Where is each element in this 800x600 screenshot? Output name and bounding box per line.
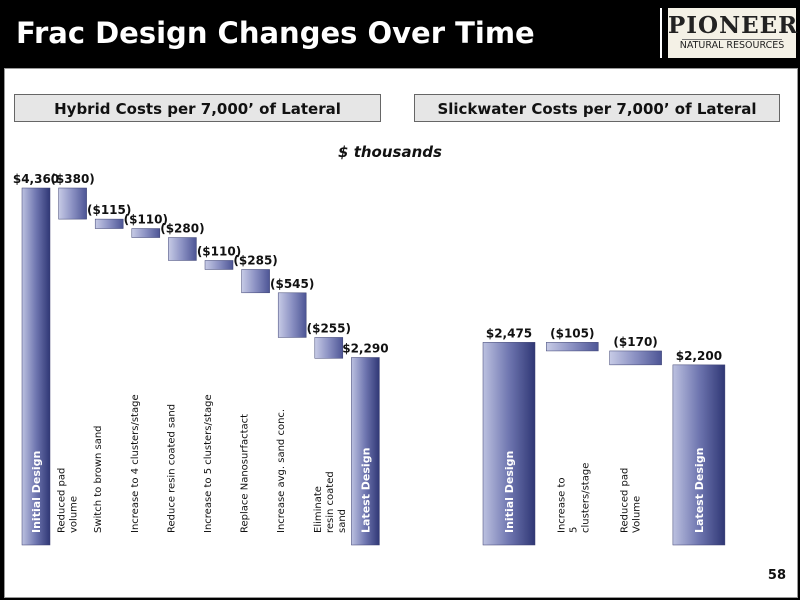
- hybrid-header: Hybrid Costs per 7,000’ of Lateral: [14, 94, 381, 122]
- slickwater-value-label-1: ($105): [550, 326, 594, 340]
- hybrid-category-label-4: Reduce resin coated sand: [166, 404, 177, 533]
- hybrid-value-label-7: ($545): [270, 277, 314, 291]
- slickwater-bar-0: [482, 342, 536, 546]
- hybrid-value-label-3: ($110): [124, 213, 168, 227]
- hybrid-category-label-1: Reduced padvolume: [57, 468, 80, 533]
- hybrid-category-label-6: Replace Nanosurfactact: [240, 414, 251, 533]
- slide-title: Frac Design Changes Over Time: [8, 8, 662, 58]
- hybrid-category-label-7: Increase avg. sand conc.: [276, 409, 287, 533]
- hybrid-category-label-2: Switch to brown sand: [93, 425, 104, 533]
- hybrid-category-label-5: Increase to 5 clusters/stage: [203, 394, 214, 533]
- slickwater-bar-1: [546, 342, 599, 352]
- hybrid-bar-8: [314, 337, 344, 359]
- hybrid-value-label-4: ($280): [160, 222, 204, 236]
- slickwater-bar-2: [609, 350, 662, 366]
- hybrid-value-label-0: $4,360: [13, 172, 59, 186]
- hybrid-bar-1: [58, 187, 87, 220]
- hybrid-bar-0: [21, 187, 51, 546]
- hybrid-bar-5: [204, 260, 234, 270]
- content-panel: [4, 68, 798, 598]
- slickwater-bar-3: [672, 364, 726, 546]
- hybrid-value-label-1: ($380): [50, 172, 94, 186]
- hybrid-value-label-9: $2,290: [342, 341, 388, 355]
- slickwater-category-label-2: Reduced padVolume: [620, 468, 643, 533]
- hybrid-bar-9: [351, 357, 380, 546]
- hybrid-bar-7: [277, 292, 307, 338]
- logo-name: PIONEER: [668, 12, 799, 39]
- slickwater-value-label-2: ($170): [613, 335, 657, 349]
- units-label: $ thousands: [338, 143, 442, 161]
- hybrid-bar-4: [168, 237, 197, 261]
- hybrid-category-label-9: Latest Design: [359, 448, 372, 533]
- logo-divider: [682, 39, 782, 40]
- hybrid-value-label-8: ($255): [307, 321, 351, 335]
- slide-header: Frac Design Changes Over Time PIONEER NA…: [0, 0, 800, 62]
- slickwater-category-label-1: Increase to5clusters/stage: [556, 463, 591, 533]
- hybrid-value-label-5: ($110): [197, 244, 241, 258]
- logo-subtitle: NATURAL RESOURCES: [679, 40, 785, 51]
- hybrid-bar-2: [94, 218, 124, 229]
- slickwater-header: Slickwater Costs per 7,000’ of Lateral: [414, 94, 780, 122]
- slickwater-category-label-3: Latest Design: [693, 448, 706, 533]
- page-number: 58: [767, 568, 786, 583]
- hybrid-value-label-2: ($115): [87, 203, 131, 217]
- hybrid-category-label-3: Increase to 4 clusters/stage: [130, 394, 141, 533]
- slickwater-category-label-0: Initial Design: [503, 451, 516, 533]
- slickwater-value-label-3: $2,200: [676, 349, 722, 363]
- slickwater-value-label-0: $2,475: [486, 326, 532, 340]
- hybrid-value-label-6: ($285): [233, 253, 277, 267]
- hybrid-category-label-0: Initial Design: [30, 451, 43, 533]
- hybrid-category-label-8: Eliminateresin coatedsand: [313, 471, 348, 533]
- hybrid-bar-6: [241, 269, 270, 294]
- hybrid-bar-3: [131, 228, 161, 238]
- company-logo: PIONEER NATURAL RESOURCES: [668, 8, 799, 58]
